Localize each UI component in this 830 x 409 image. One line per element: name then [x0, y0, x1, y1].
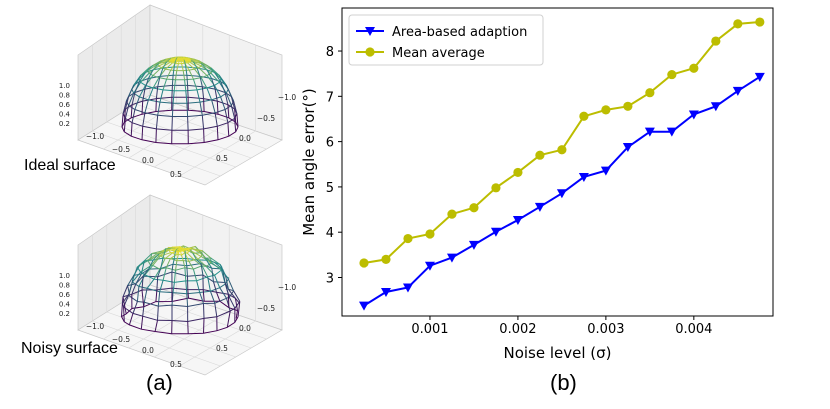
panel-b-label: (b) — [550, 370, 577, 396]
dome-meridian — [217, 126, 218, 140]
data-point — [623, 102, 632, 111]
dome-meridian — [204, 304, 205, 319]
z-tick-label: 1.0 — [59, 82, 70, 90]
x-tick-label: 0.001 — [411, 322, 448, 337]
y-tick-label: −0.5 — [257, 114, 275, 123]
dome-meridian — [156, 129, 157, 143]
dome-meridian — [187, 266, 188, 277]
z-tick-label: 0.2 — [59, 310, 70, 318]
y-tick-label: 7 — [326, 90, 334, 105]
data-point — [535, 151, 544, 160]
dome-meridian — [172, 85, 173, 97]
data-point — [711, 36, 720, 45]
z-tick-label: 0.8 — [59, 92, 70, 100]
x-tick-label: 0.0 — [142, 156, 154, 165]
y-tick-label: 0.5 — [216, 154, 228, 163]
z-tick-label: 0.8 — [59, 282, 70, 290]
z-tick-label: 0.6 — [59, 101, 71, 109]
dome-meridian — [217, 101, 218, 114]
y-tick-label: 6 — [326, 136, 334, 151]
dome-meridian — [204, 99, 205, 112]
legend-label: Area-based adaption — [392, 25, 527, 40]
data-point — [667, 70, 676, 79]
x-tick-label: 0.0 — [142, 346, 154, 355]
data-point — [733, 19, 742, 28]
dome-meridian — [204, 318, 205, 333]
legend-marker — [365, 47, 374, 56]
data-point — [403, 234, 412, 243]
y-tick-label: −1.0 — [278, 283, 296, 292]
x-tick-label: 0.5 — [170, 170, 182, 179]
dome-meridian — [156, 99, 157, 112]
dome-meridian — [204, 129, 205, 143]
data-point — [557, 145, 566, 154]
dome-meridian — [188, 85, 189, 97]
x-tick-label: 0.5 — [170, 360, 182, 369]
dome-meridian — [228, 294, 229, 308]
noisy-surface-caption: Noisy surface — [21, 340, 118, 358]
z-tick-label: 0.4 — [59, 111, 71, 119]
dome-meridian — [188, 290, 189, 299]
x-tick-label: 0.003 — [587, 322, 624, 337]
y-tick-label: 8 — [326, 45, 334, 60]
y-tick-label: −0.5 — [257, 304, 275, 313]
dome-meridian — [188, 117, 189, 131]
x-tick-label: 0.002 — [499, 322, 536, 337]
data-point — [469, 203, 478, 212]
data-point — [491, 183, 500, 192]
panel-a-label: (a) — [146, 370, 173, 396]
dome-meridian — [172, 117, 173, 131]
y-tick-label: 4 — [326, 226, 334, 241]
data-point — [513, 168, 522, 177]
dome-meridian — [142, 101, 143, 114]
ideal-surface-caption: Ideal surface — [24, 157, 116, 175]
x-tick-label: 0.004 — [675, 322, 712, 337]
data-point — [425, 229, 434, 238]
dome-meridian — [124, 307, 125, 322]
z-tick-label: 0.4 — [59, 301, 71, 309]
dome-meridian — [166, 248, 171, 249]
x-tick-label: −1.0 — [86, 322, 104, 331]
z-tick-label: 1.0 — [59, 272, 70, 280]
y-axis-label: Mean angle error(°) — [300, 88, 318, 236]
dome-meridian — [172, 103, 173, 116]
legend: Area-based adaption Mean average — [349, 15, 543, 65]
y-tick-label: 0.0 — [239, 324, 251, 333]
y-tick-label: 0.5 — [216, 344, 228, 353]
data-point — [601, 105, 610, 114]
y-tick-label: 3 — [326, 272, 334, 287]
y-tick-label: −1.0 — [278, 93, 296, 102]
y-tick-label: 0.0 — [239, 134, 251, 143]
dome-meridian — [188, 322, 189, 334]
dome-meridian — [180, 248, 185, 249]
x-tick-label: −1.0 — [86, 132, 104, 141]
dome-meridian — [172, 75, 173, 85]
data-point — [381, 255, 390, 264]
data-point — [755, 17, 764, 26]
panel-b: 0.001 0.002 0.003 0.004 3 4 5 6 7 8 Noise level (σ… — [300, 8, 773, 362]
legend-label: Mean average — [392, 46, 485, 61]
dome-meridian — [142, 126, 143, 140]
data-point — [579, 112, 588, 121]
z-tick-label: 0.2 — [59, 120, 70, 128]
data-point — [447, 209, 456, 218]
x-tick-label: −0.5 — [112, 145, 130, 154]
data-point — [689, 64, 698, 73]
x-axis-label: Noise level (σ) — [503, 344, 611, 362]
dome-meridian — [187, 103, 188, 116]
panel-a: 1.00.80.60.40.2−1.0−0.50.00.5−1.0−0.50.0… — [59, 5, 296, 375]
z-tick-label: 0.6 — [59, 291, 71, 299]
y-tick-label: 5 — [326, 181, 334, 196]
dome-meridian — [187, 75, 188, 85]
data-point — [359, 258, 368, 267]
data-point — [645, 88, 654, 97]
